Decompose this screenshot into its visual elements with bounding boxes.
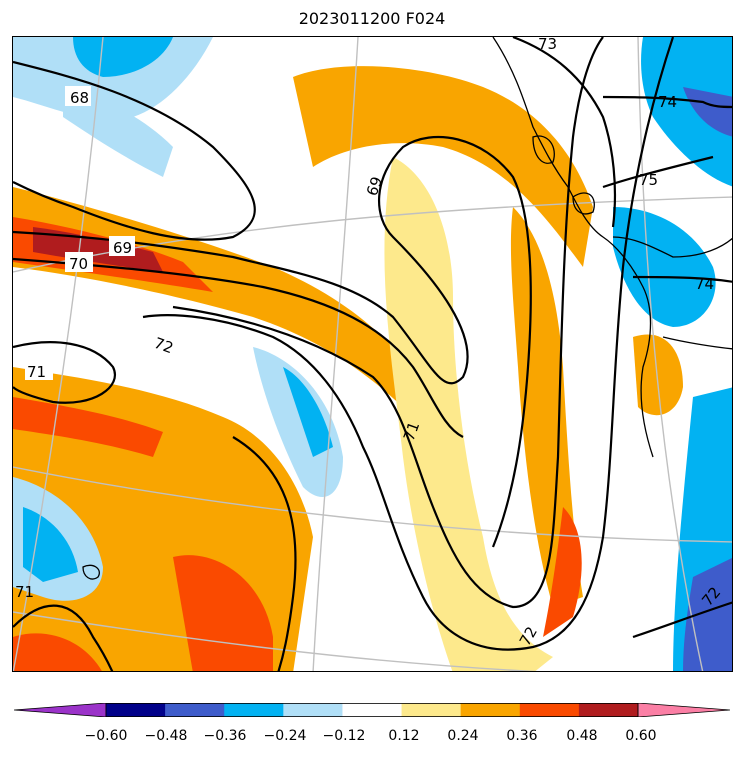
contour-label-74: 74 xyxy=(658,93,677,111)
warm-region-trough-east xyxy=(543,507,582,637)
warm-region-south-core xyxy=(173,555,273,671)
colorbar-label: 0.12 xyxy=(388,728,420,744)
contour-label-70: 70 xyxy=(69,255,88,273)
graticule-lines xyxy=(13,37,732,671)
contour-label-74-east: 74 xyxy=(695,275,714,293)
cool-region-southeast-core xyxy=(683,557,732,671)
warm-region-southwest-core xyxy=(13,397,163,457)
colorbar-extend-max xyxy=(637,703,730,717)
cool-region-west-patch xyxy=(63,87,173,177)
contour-73 xyxy=(512,37,617,228)
map-panel: 68 69 70 71 72 73 74 75 69 71 71 72 74 7… xyxy=(12,36,733,672)
contour-label-71: 71 xyxy=(27,363,46,381)
colorbar-extend-min xyxy=(14,703,107,717)
cool-region-layer xyxy=(13,37,732,671)
colorbar-segment xyxy=(165,703,225,717)
colorbar-label: 0.24 xyxy=(447,728,479,744)
colorbar-segment xyxy=(224,703,284,717)
colorbar-label: 0.60 xyxy=(625,728,657,744)
contour-72-southwest xyxy=(13,604,114,671)
colorbar-segment xyxy=(283,703,343,717)
contour-74-east xyxy=(632,275,732,283)
warm-region-band-west-max xyxy=(33,227,163,272)
contour-68 xyxy=(13,60,256,241)
colorbar-label: −0.24 xyxy=(263,728,307,744)
contour-72 xyxy=(142,37,675,651)
cool-region-north-west-core xyxy=(73,37,173,77)
cool-region-east xyxy=(613,207,716,327)
cool-region-north-east xyxy=(641,37,732,187)
contour-label-72: 72 xyxy=(152,334,176,357)
contour-label-68: 68 xyxy=(70,89,89,107)
colorbar-tick-labels: −0.60 −0.48 −0.36 −0.24 −0.12 0.12 0.24 … xyxy=(0,728,744,748)
colorbar-label: −0.60 xyxy=(84,728,128,744)
contour-label-73: 73 xyxy=(538,37,557,53)
contour-label-69: 69 xyxy=(113,239,132,257)
contour-label-69-center: 69 xyxy=(363,174,386,198)
cool-region-central xyxy=(253,347,343,497)
cool-region-central-core xyxy=(283,367,333,457)
colorbar-segment xyxy=(519,703,580,717)
contour-70 xyxy=(13,257,464,438)
colorbar-label: −0.48 xyxy=(144,728,188,744)
warm-region-trough-core xyxy=(510,207,583,607)
contour-label-layer: 68 69 70 71 72 73 74 75 69 71 71 72 74 7… xyxy=(15,37,724,649)
cool-region-north-east-core xyxy=(683,87,732,137)
contour-75 xyxy=(602,155,714,189)
contour-label-75: 75 xyxy=(639,171,658,189)
cool-region-southwest-core xyxy=(23,507,78,582)
warm-region-east xyxy=(633,334,683,416)
map-plot: 68 69 70 71 72 73 74 75 69 71 71 72 74 7… xyxy=(13,37,732,671)
page-title: 2023011200 F024 xyxy=(298,9,446,28)
height-contours xyxy=(13,37,732,671)
colorbar-segments xyxy=(14,703,730,717)
colorbar-segment xyxy=(401,703,462,717)
contour-69-west xyxy=(13,135,532,548)
warm-region-south-core-2 xyxy=(13,633,102,671)
colorbar xyxy=(14,703,730,717)
colorbar-label: −0.36 xyxy=(203,728,247,744)
contour-72-south xyxy=(232,436,297,671)
colorbar-label: 0.48 xyxy=(566,728,598,744)
contour-74 xyxy=(602,95,732,109)
colorbar-label: −0.12 xyxy=(322,728,366,744)
colorbar-segment xyxy=(342,703,403,717)
colorbar-segment xyxy=(578,703,639,717)
contour-label-71-center: 71 xyxy=(400,419,423,443)
colorbar-outline xyxy=(105,703,639,717)
coastline xyxy=(82,37,732,580)
colorbar-label: 0.36 xyxy=(506,728,538,744)
contour-71 xyxy=(13,37,604,609)
warm-region-trough xyxy=(384,157,553,671)
contour-label-71-southwest: 71 xyxy=(15,583,34,601)
colorbar-segment xyxy=(106,703,166,717)
warm-region-north xyxy=(293,66,593,267)
contour-72-east xyxy=(632,601,732,639)
colorbar-segment xyxy=(460,703,521,717)
